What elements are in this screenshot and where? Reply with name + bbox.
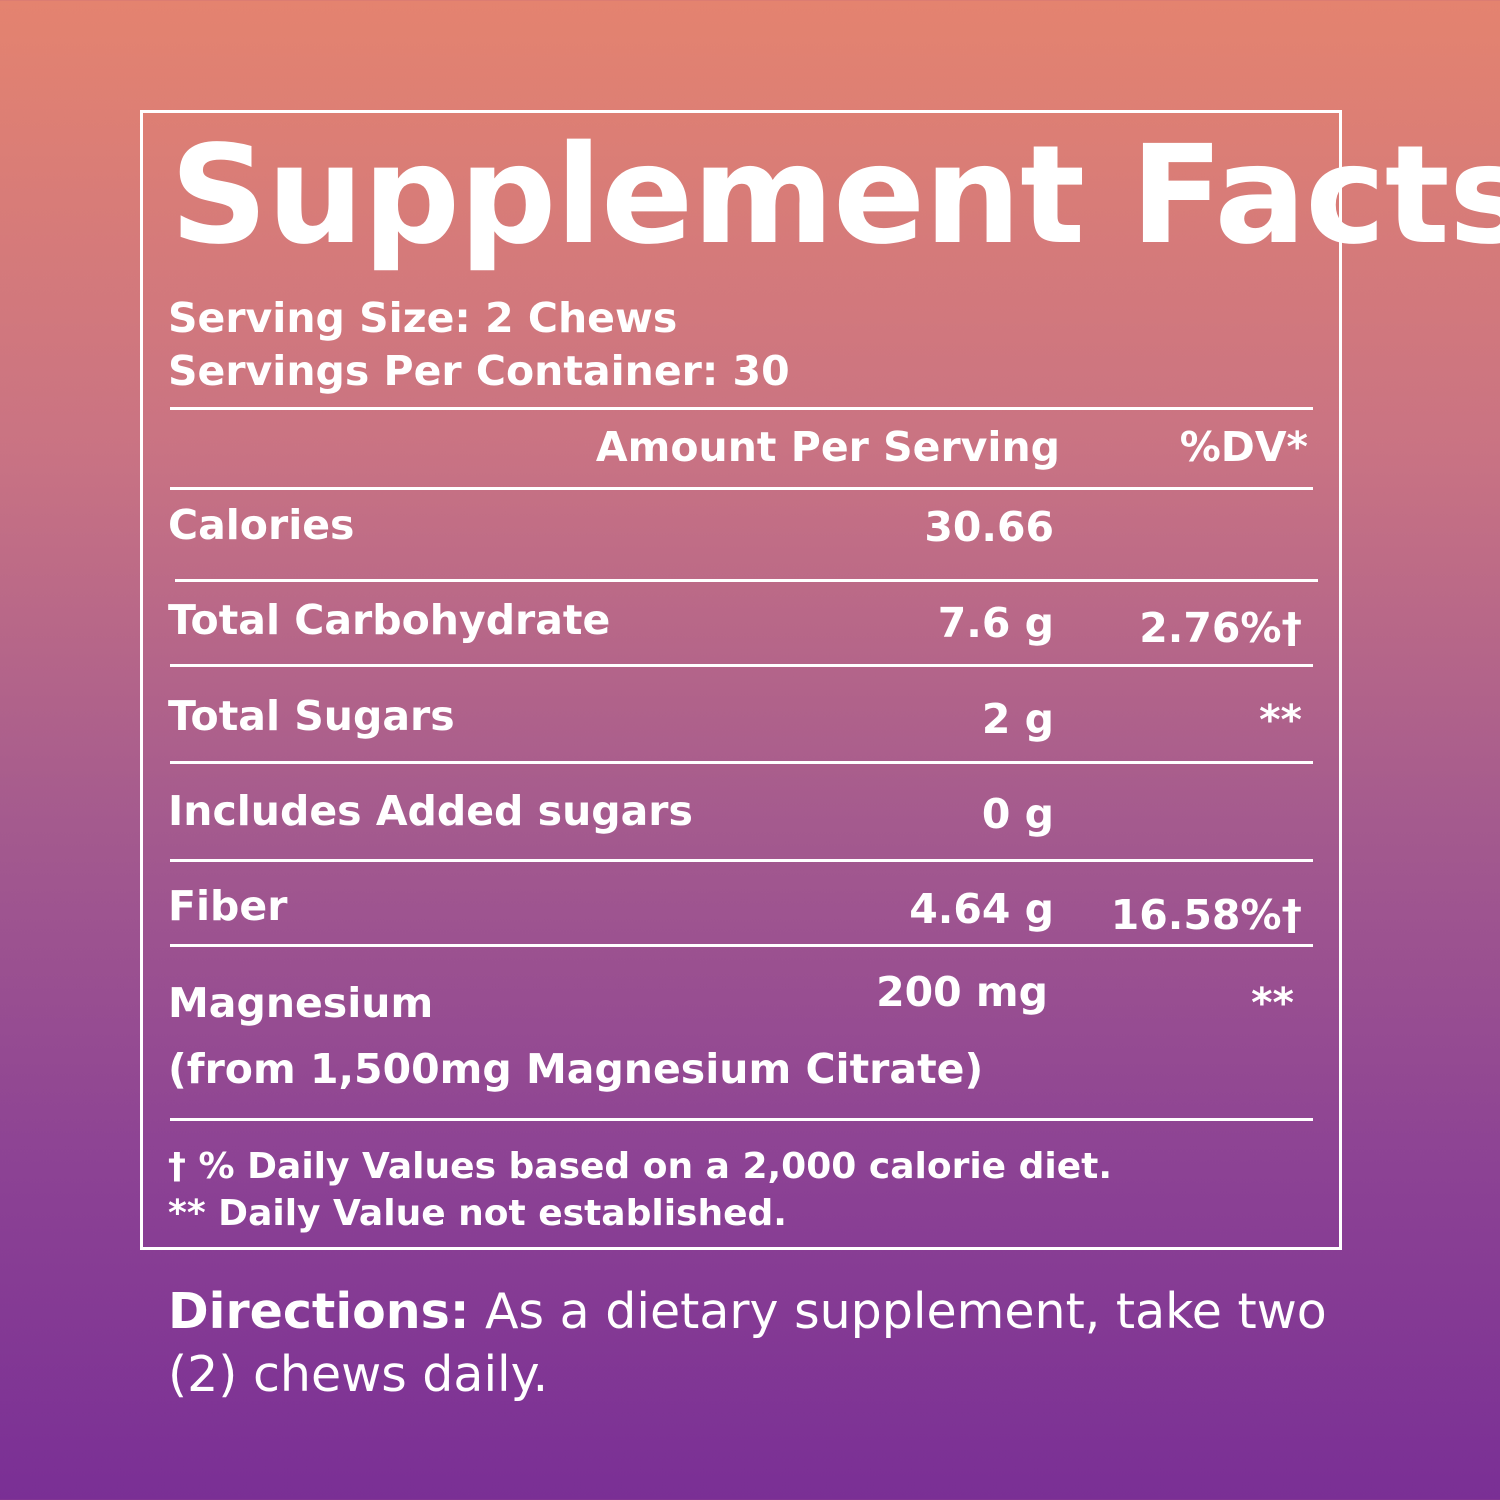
row-label-fiber: Fiber <box>168 882 288 930</box>
serving-size: Serving Size: 2 Chews <box>168 294 678 342</box>
row-dv-magnesium: ** <box>1251 979 1294 1027</box>
dv-header: %DV* <box>1179 423 1308 471</box>
row-dv-total-sugars: ** <box>1259 696 1302 744</box>
divider <box>170 944 1313 947</box>
divider <box>175 579 1318 582</box>
amount-header: Amount Per Serving <box>595 423 1060 471</box>
row-label-added-sugars: Includes Added sugars <box>168 787 693 835</box>
divider <box>170 664 1313 667</box>
row-amount-total-sugars: 2 g <box>981 695 1054 743</box>
divider <box>170 761 1313 764</box>
row-dv-fiber: 16.58%† <box>1110 891 1302 939</box>
row-amount-calories: 30.66 <box>924 503 1054 551</box>
row-amount-total-carbohydrate: 7.6 g <box>937 599 1054 647</box>
row-label-calories: Calories <box>168 501 355 549</box>
supplement-facts-panel <box>140 110 1342 1250</box>
row-amount-magnesium: 200 mg <box>876 968 1048 1016</box>
servings-per-container: Servings Per Container: 30 <box>168 347 790 395</box>
row-sublabel-magnesium: (from 1,500mg Magnesium Citrate) <box>168 1045 984 1093</box>
row-amount-fiber: 4.64 g <box>909 885 1054 933</box>
divider <box>170 407 1313 410</box>
row-label-total-sugars: Total Sugars <box>168 692 455 740</box>
row-dv-total-carbohydrate: 2.76%† <box>1139 604 1302 652</box>
row-label-total-carbohydrate: Total Carbohydrate <box>168 596 611 644</box>
footnote-not-established: ** Daily Value not established. <box>168 1193 787 1234</box>
row-amount-added-sugars: 0 g <box>981 790 1054 838</box>
row-label-magnesium: Magnesium <box>168 979 434 1027</box>
directions: Directions: As a dietary supplement, tak… <box>168 1280 1368 1406</box>
divider <box>170 859 1313 862</box>
footnote-daily-values: † % Daily Values based on a 2,000 calori… <box>168 1146 1113 1187</box>
divider <box>170 1118 1313 1121</box>
directions-text: As a dietary supplement, take two (2) ch… <box>168 1283 1327 1403</box>
divider <box>170 487 1313 490</box>
page-title: Supplement Facts <box>170 117 1500 275</box>
directions-label: Directions: <box>168 1283 470 1340</box>
